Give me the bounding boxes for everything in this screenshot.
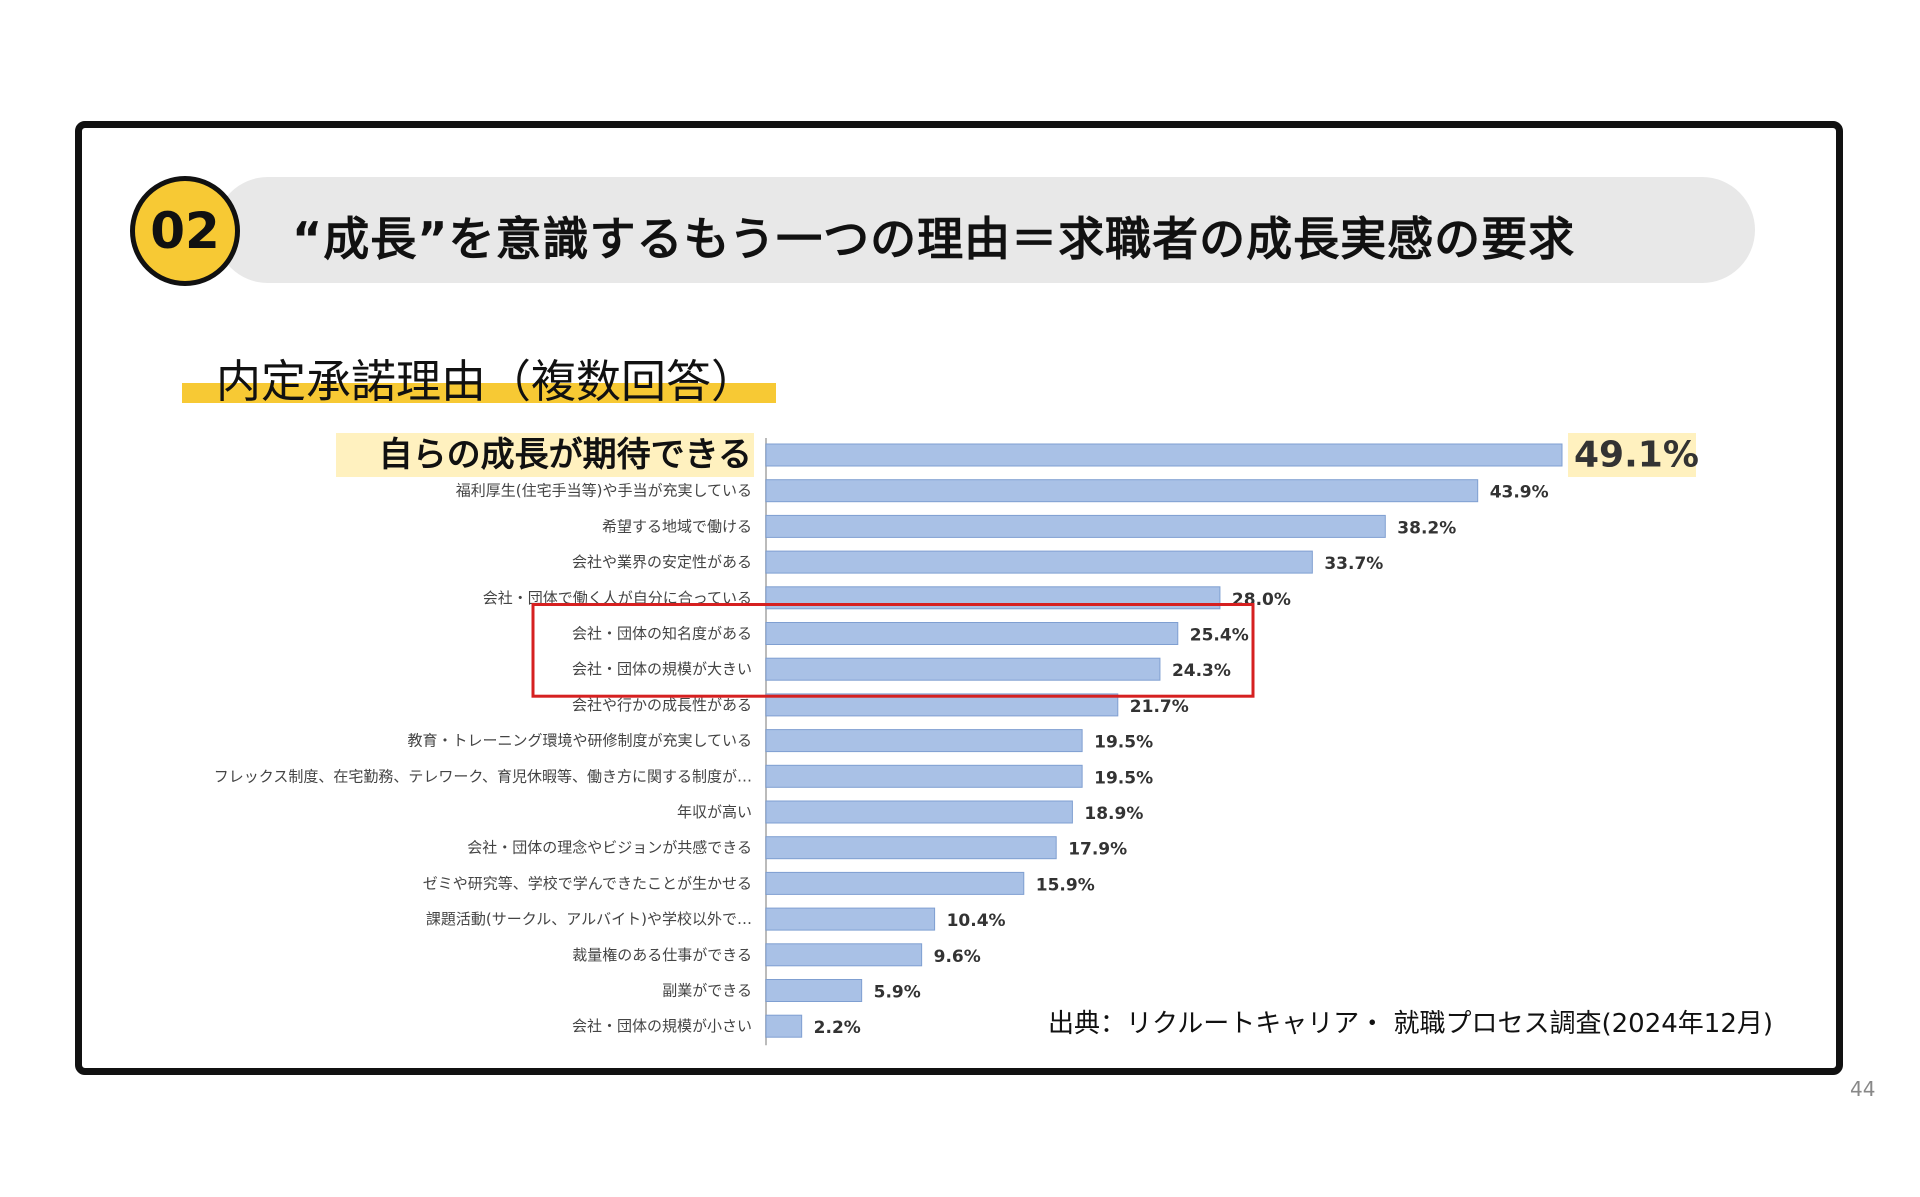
bar-5 — [765, 622, 1179, 645]
page-number: 44 — [1850, 1077, 1876, 1101]
section-number-badge: 02 — [130, 176, 240, 286]
header-bar — [215, 177, 1755, 283]
category-label-11: 会社・団体の理念やビジョンが共感できる — [467, 839, 752, 857]
value-label-13: 10.4% — [947, 911, 1006, 931]
category-label-4: 会社・団体で働く人が自分に合っている — [483, 589, 752, 607]
category-label-16: 会社・団体の規模が小さい — [572, 1017, 752, 1035]
value-label-10: 18.9% — [1084, 804, 1143, 824]
category-label-6: 会社・団体の規模が大きい — [572, 660, 752, 678]
category-label-8: 教育・トレーニング環境や研修制度が充実している — [407, 732, 752, 750]
value-label-14: 9.6% — [934, 947, 981, 967]
category-label-3: 会社や業界の安定性がある — [572, 553, 752, 571]
category-label-10: 年収が高い — [677, 803, 752, 821]
category-label-13: 課題活動(サークル、アルバイト)や学校以外で… — [426, 910, 752, 928]
slide-title: “成長”を意識するもう一つの理由＝求職者の成長実感の要求 — [292, 212, 1576, 266]
highlight-box — [531, 603, 1255, 698]
subtitle-highlight — [182, 383, 776, 403]
highlight-label-bg — [336, 433, 754, 477]
bar-1 — [765, 479, 1479, 503]
slide-frame — [75, 121, 1843, 1075]
category-label-0: 自らの成長が期待できる — [379, 435, 752, 475]
value-label-4: 28.0% — [1232, 590, 1291, 610]
bar-3 — [765, 550, 1313, 574]
category-label-14: 裁量権のある仕事ができる — [572, 946, 752, 964]
value-label-5: 25.4% — [1190, 626, 1249, 646]
value-label-8: 19.5% — [1094, 733, 1153, 753]
value-label-7: 21.7% — [1130, 697, 1189, 717]
value-label-15: 5.9% — [874, 983, 921, 1003]
bar-10 — [765, 800, 1073, 824]
value-label-11: 17.9% — [1068, 840, 1127, 860]
bar-14 — [765, 943, 923, 967]
bar-16 — [765, 1014, 803, 1038]
value-label-12: 15.9% — [1036, 875, 1095, 895]
source-citation: 出典：リクルートキャリア・ 就職プロセス調査(2024年12月) — [1048, 1009, 1774, 1039]
bar-13 — [765, 907, 936, 931]
value-label-1: 43.9% — [1490, 483, 1549, 503]
bar-6 — [765, 657, 1161, 681]
category-label-12: ゼミや研究等、学校で学んできたことが生かせる — [423, 874, 752, 892]
category-label-9: フレックス制度、在宅勤務、テレワーク、育児休暇等、働き方に関する制度が… — [214, 767, 752, 785]
value-label-2: 38.2% — [1397, 518, 1456, 538]
value-label-0: 49.1% — [1574, 435, 1699, 476]
category-label-7: 会社や行かの成長性がある — [572, 696, 752, 714]
highlight-value-bg — [1568, 433, 1696, 477]
bar-7 — [765, 693, 1119, 717]
bar-15 — [765, 979, 863, 1002]
category-label-1: 福利厚生(住宅手当等)や手当が充実している — [456, 482, 752, 500]
chart-subtitle: 内定承諾理由（複数回答） — [216, 355, 757, 408]
value-label-16: 2.2% — [814, 1018, 861, 1038]
bar-2 — [765, 514, 1386, 538]
value-label-6: 24.3% — [1172, 661, 1231, 681]
bar-12 — [765, 871, 1025, 895]
value-label-3: 33.7% — [1324, 554, 1383, 574]
category-label-5: 会社・団体の知名度がある — [572, 625, 752, 643]
chart-subtitle-block: 内定承諾理由（複数回答） — [182, 345, 776, 410]
value-label-9: 19.5% — [1094, 768, 1153, 788]
bar-11 — [765, 836, 1057, 860]
category-label-2: 希望する地域で働ける — [602, 517, 752, 535]
bar-9 — [765, 764, 1083, 788]
category-label-15: 副業ができる — [662, 982, 752, 1000]
bar-8 — [765, 729, 1083, 753]
bar-0 — [765, 443, 1563, 467]
